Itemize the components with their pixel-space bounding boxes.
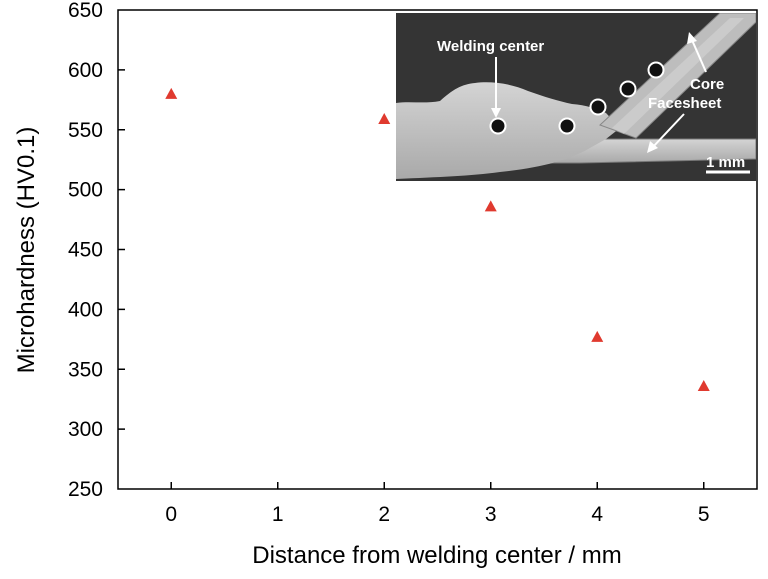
x-axis-ticks: 0 1 2 3 4 5 — [165, 482, 710, 526]
y-tick-label: 550 — [68, 119, 103, 142]
y-tick-label: 650 — [68, 0, 103, 22]
y-axis-title: Microhardness (HV0.1) — [13, 127, 40, 374]
data-point — [484, 200, 497, 212]
x-tick-label: 5 — [698, 503, 710, 526]
indent-dot — [647, 61, 665, 79]
indent-dot — [619, 80, 637, 98]
data-points — [165, 87, 710, 392]
inset-label-scale: 1 mm — [706, 154, 745, 171]
indent-dot — [589, 98, 607, 116]
x-tick-label: 0 — [165, 503, 177, 526]
x-axis-title: Distance from welding center / mm — [252, 542, 621, 569]
inset-label-welding-center: Welding center — [437, 38, 544, 55]
inset-label-core: Core — [690, 76, 724, 93]
y-tick-label: 600 — [68, 59, 103, 82]
facesheet-arrow — [651, 113, 685, 149]
indent-dot — [489, 117, 507, 135]
inset-label-facesheet: Facesheet — [648, 95, 721, 112]
indent-dot — [558, 117, 576, 135]
data-point — [697, 380, 710, 392]
x-tick-label: 4 — [591, 503, 603, 526]
y-tick-label: 450 — [68, 239, 103, 262]
y-tick-label: 300 — [68, 418, 103, 441]
y-axis-ticks: 250 300 350 400 450 500 550 600 650 — [68, 0, 125, 501]
data-point — [165, 87, 178, 99]
y-tick-label: 500 — [68, 179, 103, 202]
y-tick-label: 400 — [68, 298, 103, 321]
core-arrow — [691, 39, 707, 73]
y-tick-label: 250 — [68, 478, 103, 501]
x-tick-label: 2 — [378, 503, 390, 526]
inset-micrograph: Welding center Core Facesheet 1 mm — [396, 13, 756, 181]
y-tick-label: 350 — [68, 358, 103, 381]
x-tick-label: 1 — [272, 503, 284, 526]
x-tick-label: 3 — [485, 503, 497, 526]
weld-nugget — [396, 82, 620, 179]
data-point — [378, 112, 391, 124]
data-point — [591, 330, 604, 342]
